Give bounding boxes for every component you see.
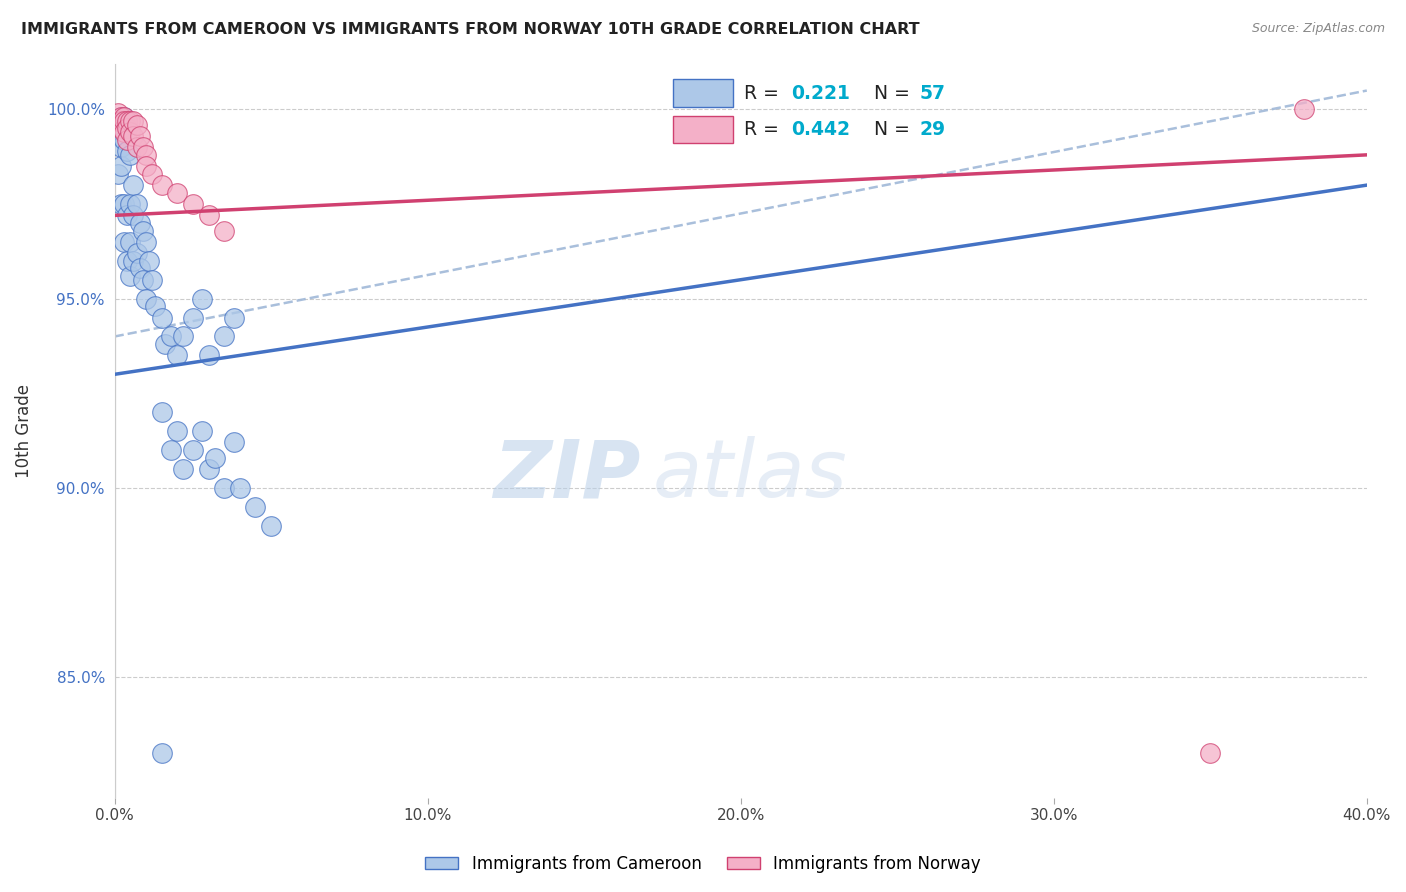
Text: IMMIGRANTS FROM CAMEROON VS IMMIGRANTS FROM NORWAY 10TH GRADE CORRELATION CHART: IMMIGRANTS FROM CAMEROON VS IMMIGRANTS F… bbox=[21, 22, 920, 37]
Point bbox=[222, 435, 245, 450]
Point bbox=[110, 159, 132, 173]
Y-axis label: 10th Grade: 10th Grade bbox=[15, 384, 32, 478]
Point bbox=[160, 442, 183, 457]
Point bbox=[107, 167, 129, 181]
Point bbox=[197, 348, 219, 362]
Point bbox=[141, 167, 163, 181]
Text: Source: ZipAtlas.com: Source: ZipAtlas.com bbox=[1251, 22, 1385, 36]
Point bbox=[115, 113, 138, 128]
Point bbox=[115, 121, 138, 136]
Point bbox=[181, 197, 204, 211]
Point bbox=[122, 253, 145, 268]
Text: atlas: atlas bbox=[652, 436, 848, 514]
Point bbox=[166, 186, 188, 200]
Point bbox=[181, 310, 204, 325]
Point bbox=[143, 299, 166, 313]
Point bbox=[212, 329, 235, 343]
Point bbox=[112, 110, 135, 124]
Point bbox=[181, 442, 204, 457]
Point bbox=[132, 140, 155, 154]
Point bbox=[135, 159, 157, 173]
Point bbox=[166, 424, 188, 438]
Point bbox=[197, 462, 219, 476]
Point bbox=[112, 235, 135, 249]
Point bbox=[107, 113, 129, 128]
Point bbox=[110, 197, 132, 211]
Point bbox=[122, 128, 145, 143]
Point bbox=[120, 125, 142, 139]
Point bbox=[128, 128, 150, 143]
Point bbox=[125, 118, 148, 132]
Point bbox=[112, 197, 135, 211]
Point bbox=[245, 500, 267, 514]
Point bbox=[115, 133, 138, 147]
Text: ZIP: ZIP bbox=[494, 436, 641, 514]
Point bbox=[125, 140, 148, 154]
Point bbox=[212, 223, 235, 237]
Point bbox=[128, 216, 150, 230]
Point bbox=[112, 125, 135, 139]
Point bbox=[135, 235, 157, 249]
Point bbox=[125, 246, 148, 260]
Legend: Immigrants from Cameroon, Immigrants from Norway: Immigrants from Cameroon, Immigrants fro… bbox=[419, 848, 987, 880]
Point bbox=[141, 273, 163, 287]
Point bbox=[125, 197, 148, 211]
Point bbox=[122, 208, 145, 222]
Point bbox=[153, 337, 176, 351]
Point bbox=[120, 148, 142, 162]
Point bbox=[115, 253, 138, 268]
Point bbox=[138, 253, 160, 268]
Point bbox=[120, 197, 142, 211]
Point bbox=[122, 178, 145, 193]
Point bbox=[160, 329, 183, 343]
Point bbox=[110, 113, 132, 128]
Point bbox=[204, 450, 226, 465]
Point bbox=[260, 518, 283, 533]
Point bbox=[115, 113, 138, 128]
Point bbox=[112, 133, 135, 147]
Point bbox=[115, 208, 138, 222]
Point bbox=[172, 462, 194, 476]
Point bbox=[150, 310, 173, 325]
Point bbox=[150, 405, 173, 419]
Point bbox=[229, 481, 252, 495]
Point bbox=[110, 140, 132, 154]
Point bbox=[128, 261, 150, 276]
Point bbox=[135, 148, 157, 162]
Point bbox=[110, 110, 132, 124]
Point bbox=[120, 113, 142, 128]
Point bbox=[115, 144, 138, 158]
Point bbox=[110, 110, 132, 124]
Point bbox=[112, 110, 135, 124]
Point bbox=[107, 128, 129, 143]
Point bbox=[132, 223, 155, 237]
Point bbox=[191, 292, 214, 306]
Point bbox=[150, 746, 173, 760]
Point bbox=[212, 481, 235, 495]
Point bbox=[1294, 103, 1316, 117]
Point bbox=[120, 268, 142, 283]
Point bbox=[132, 273, 155, 287]
Point bbox=[172, 329, 194, 343]
Point bbox=[150, 178, 173, 193]
Point bbox=[112, 113, 135, 128]
Point bbox=[197, 208, 219, 222]
Point bbox=[110, 121, 132, 136]
Point bbox=[222, 310, 245, 325]
Point bbox=[120, 235, 142, 249]
Point bbox=[107, 106, 129, 120]
Point bbox=[1199, 746, 1222, 760]
Point bbox=[191, 424, 214, 438]
Point bbox=[122, 113, 145, 128]
Point bbox=[107, 113, 129, 128]
Point bbox=[166, 348, 188, 362]
Point bbox=[135, 292, 157, 306]
